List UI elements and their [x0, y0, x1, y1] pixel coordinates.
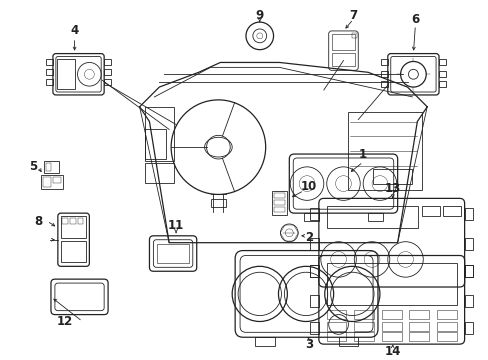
Bar — [380, 71, 387, 77]
Bar — [69, 218, 76, 224]
Bar — [273, 201, 285, 205]
Bar — [304, 213, 318, 221]
Bar — [144, 107, 174, 161]
Text: 3: 3 — [305, 338, 312, 351]
Bar — [354, 332, 373, 341]
Bar — [309, 265, 318, 277]
Bar — [309, 323, 318, 334]
Bar — [78, 218, 83, 224]
Bar — [354, 310, 373, 319]
Bar — [210, 199, 226, 207]
Bar — [309, 238, 318, 249]
Bar — [438, 81, 445, 87]
Bar — [254, 337, 274, 346]
Bar — [61, 216, 86, 238]
Text: 2: 2 — [305, 231, 312, 244]
Bar — [61, 218, 67, 224]
Bar — [331, 34, 355, 50]
Bar — [436, 332, 456, 341]
Bar — [438, 71, 445, 77]
Text: 9: 9 — [255, 9, 264, 22]
Bar — [408, 332, 428, 341]
Bar — [144, 130, 166, 159]
Bar — [41, 175, 62, 189]
Text: 10: 10 — [300, 180, 317, 193]
Bar — [61, 241, 86, 262]
Text: 12: 12 — [57, 315, 73, 328]
Text: 14: 14 — [384, 345, 400, 357]
Text: 4: 4 — [70, 24, 79, 37]
Bar — [309, 208, 318, 220]
Text: 13: 13 — [384, 182, 400, 195]
Bar — [326, 264, 456, 305]
Bar — [347, 112, 422, 190]
Bar — [46, 79, 53, 85]
Bar — [442, 206, 460, 216]
Bar — [438, 59, 445, 66]
Bar — [352, 33, 357, 38]
Text: 6: 6 — [410, 13, 419, 26]
Bar — [104, 69, 111, 75]
Bar — [104, 79, 111, 85]
Text: 11: 11 — [167, 220, 184, 233]
Bar — [464, 295, 472, 307]
Bar — [372, 169, 411, 184]
Bar — [408, 310, 428, 319]
Bar — [381, 332, 401, 341]
Bar — [309, 295, 318, 307]
Bar — [331, 53, 355, 66]
Bar — [408, 323, 428, 331]
Bar — [464, 238, 472, 249]
Bar — [271, 192, 287, 215]
Bar — [381, 310, 401, 319]
Text: 7: 7 — [348, 9, 357, 22]
Bar — [273, 207, 285, 212]
Bar — [464, 265, 472, 277]
Bar — [46, 163, 51, 171]
Bar — [326, 310, 346, 319]
Bar — [309, 265, 318, 277]
Bar — [273, 193, 285, 198]
Bar — [53, 177, 61, 183]
Bar — [464, 323, 472, 334]
Bar — [338, 337, 358, 346]
Bar — [381, 323, 401, 331]
Bar — [44, 161, 59, 173]
Text: 8: 8 — [34, 215, 42, 228]
Bar — [380, 81, 387, 87]
Bar — [157, 244, 188, 264]
Text: 1: 1 — [358, 148, 366, 161]
Bar — [46, 69, 53, 75]
Bar — [326, 323, 346, 331]
Bar — [43, 177, 51, 186]
Bar — [464, 265, 472, 277]
Bar — [436, 310, 456, 319]
Bar — [464, 208, 472, 220]
Bar — [57, 59, 75, 89]
Bar — [326, 332, 346, 341]
Bar — [46, 59, 53, 66]
Bar — [380, 59, 387, 66]
Bar — [367, 213, 382, 221]
Bar — [422, 206, 439, 216]
Bar — [436, 323, 456, 331]
Text: 5: 5 — [29, 160, 37, 174]
Bar — [326, 206, 417, 228]
Bar — [354, 323, 373, 331]
Bar — [104, 59, 111, 66]
Bar — [144, 163, 174, 183]
